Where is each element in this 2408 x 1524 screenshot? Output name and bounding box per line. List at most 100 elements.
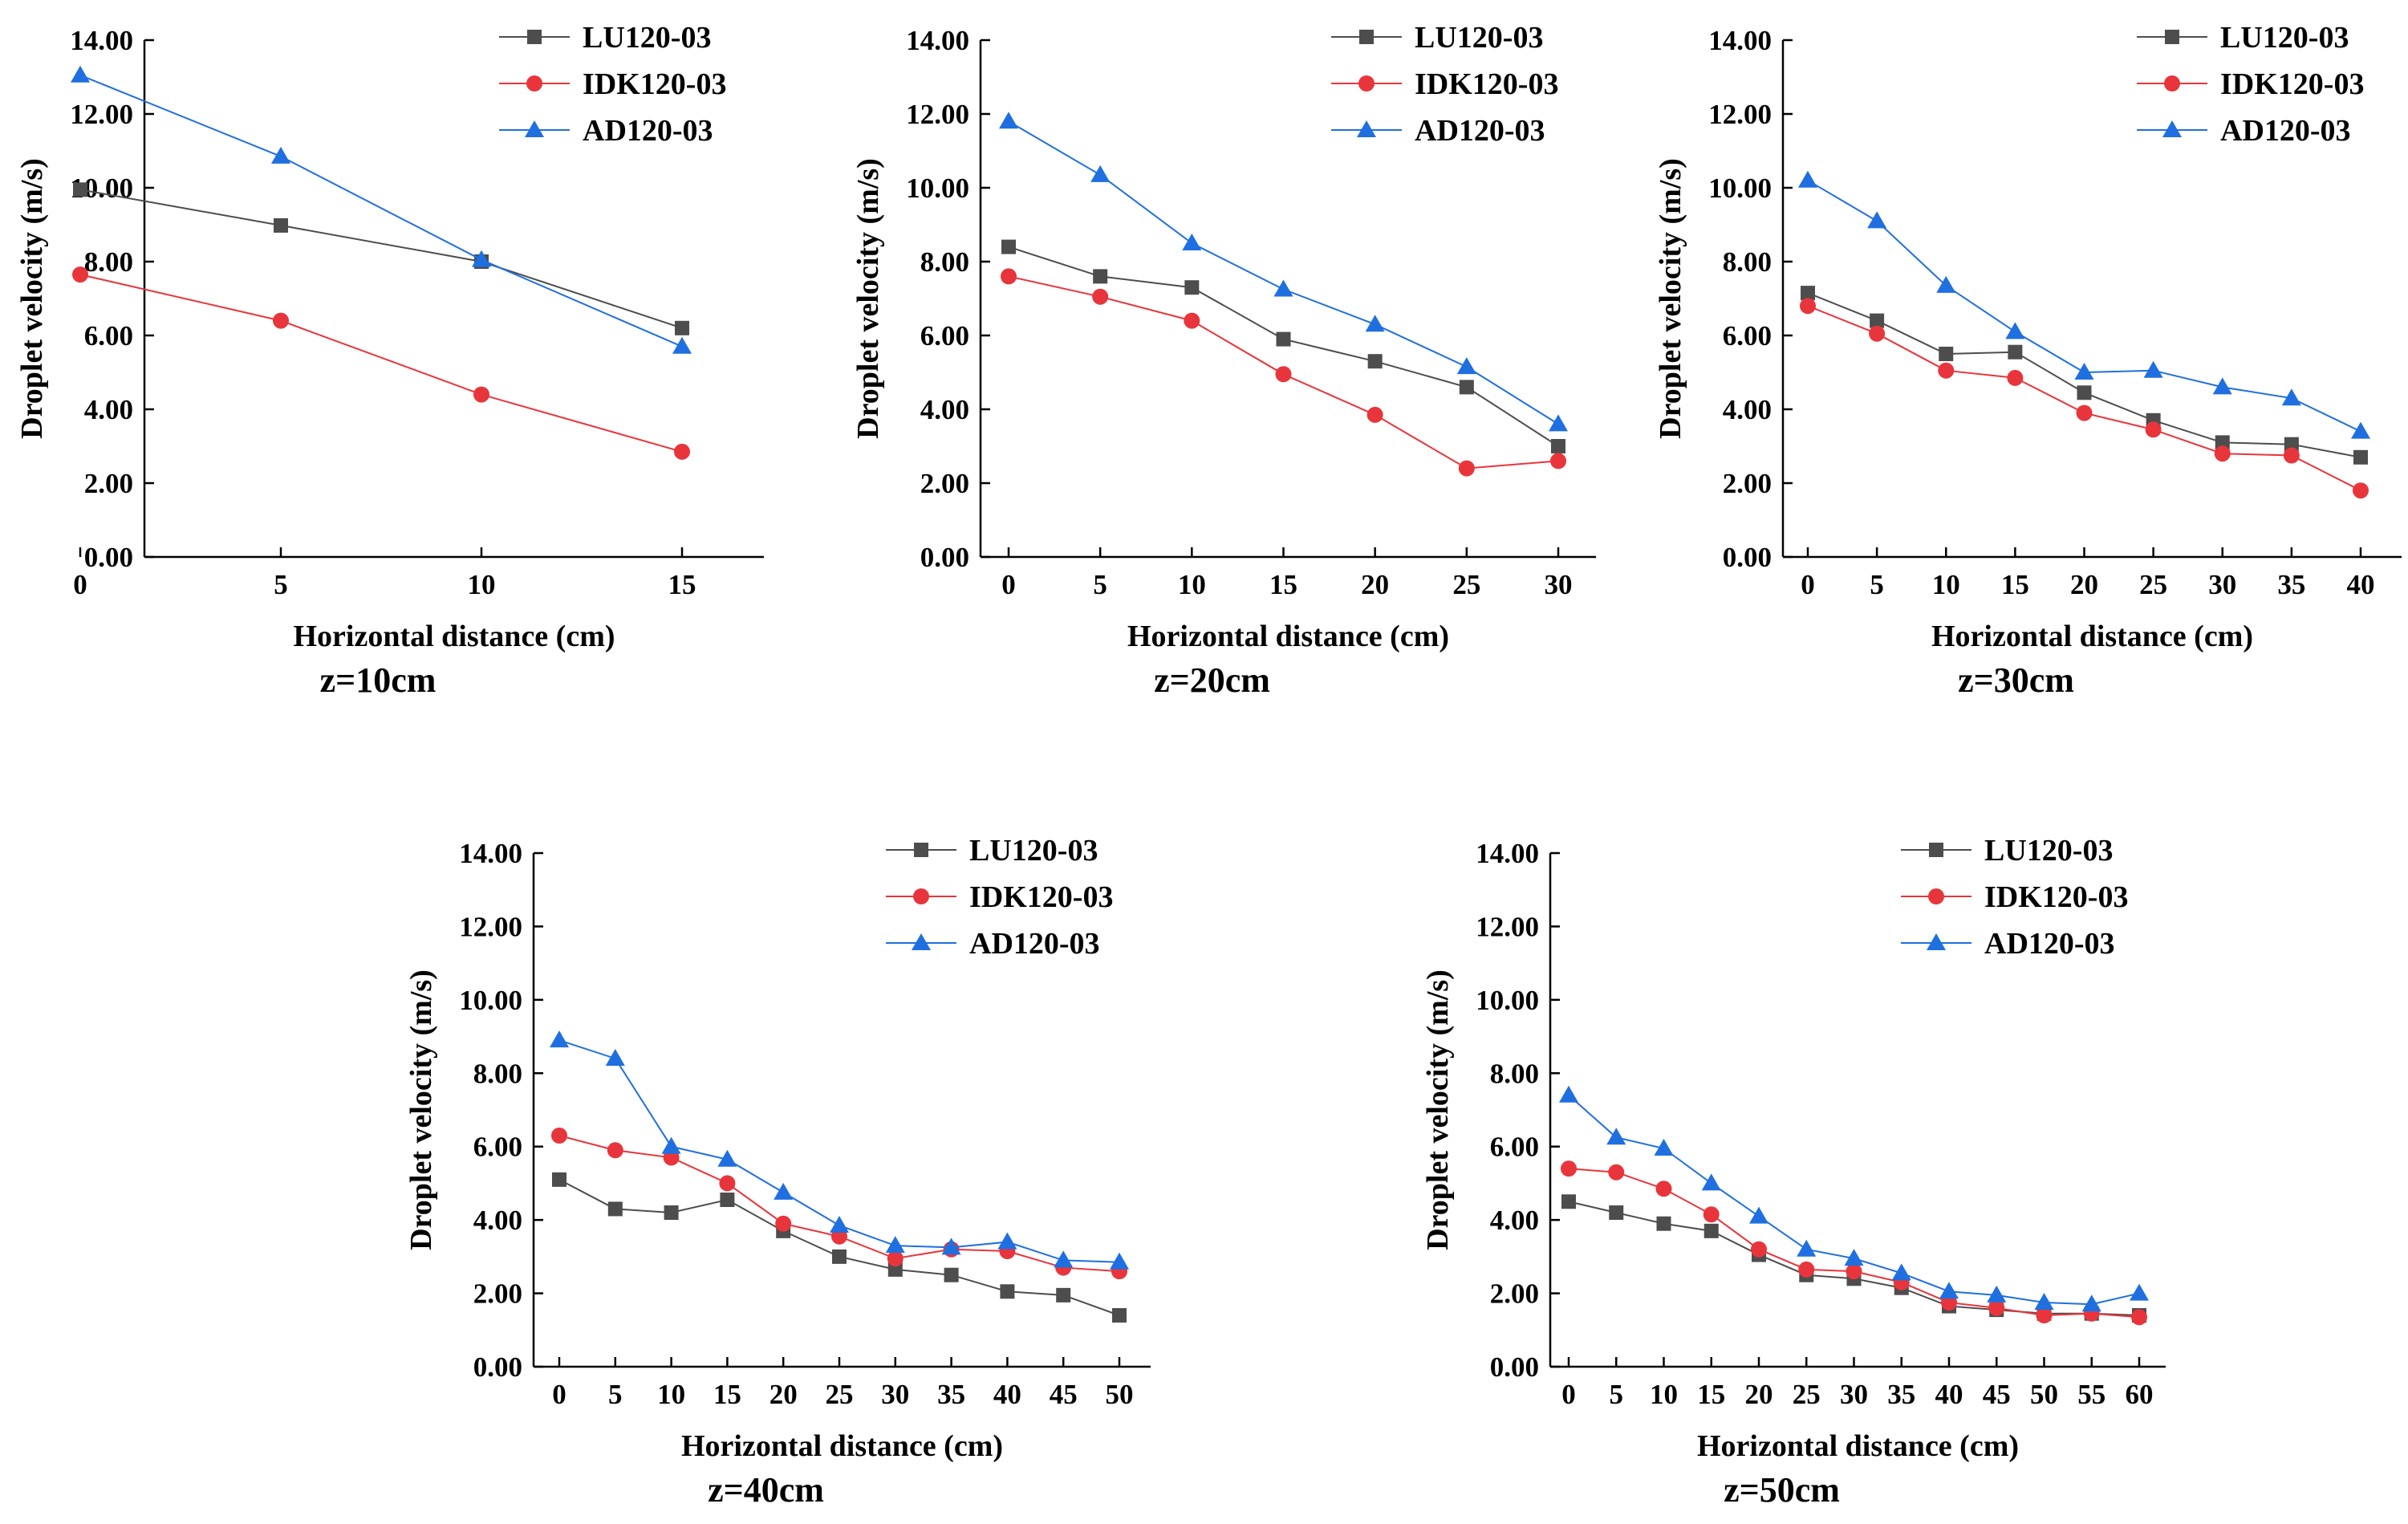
x-axis-title: Horizontal distance (cm) — [1127, 620, 1449, 653]
x-tick-label: 10 — [468, 569, 496, 600]
data-point-lu120-03 — [1703, 1223, 1719, 1238]
y-tick-label: 4.00 — [1723, 394, 1772, 425]
data-point-ad120-03 — [997, 1232, 1017, 1250]
data-point-idk120-03 — [1561, 1160, 1577, 1177]
y-axis-title: Droplet velocity (m/s) — [15, 158, 49, 439]
legend-label: IDK120-03 — [583, 67, 726, 101]
chart-title: z=50cm — [1724, 1470, 1840, 1510]
data-point-ad120-03 — [2281, 388, 2301, 406]
data-point-ad120-03 — [1182, 234, 1202, 250]
x-tick-label: 0 — [552, 1379, 566, 1410]
legend-entry: LU120-03 — [886, 834, 1098, 868]
x-tick-label: 15 — [1697, 1379, 1725, 1410]
data-point-ad120-03 — [1456, 357, 1476, 375]
x-tick-label: 25 — [1793, 1379, 1821, 1410]
data-point-lu120-03 — [1939, 347, 1954, 361]
data-point-lu120-03 — [2008, 344, 2023, 360]
data-point-idk120-03 — [1800, 298, 1816, 315]
x-tick-label: 15 — [1269, 569, 1297, 600]
data-point-ad120-03 — [830, 1216, 849, 1233]
legend-marker — [914, 843, 928, 857]
data-point-lu120-03 — [1112, 1308, 1127, 1323]
legend-entry: AD120-03 — [2137, 114, 2351, 148]
x-tick-label: 25 — [826, 1379, 854, 1410]
x-axis-title: Horizontal distance (cm) — [293, 620, 615, 653]
data-point-ad120-03 — [885, 1236, 905, 1254]
data-point-lu120-03 — [1093, 269, 1108, 284]
y-tick-label: 2.00 — [1490, 1278, 1539, 1310]
x-tick-label: 25 — [2139, 569, 2167, 600]
x-tick-label: 20 — [2070, 569, 2098, 600]
y-tick-label: 10.00 — [459, 985, 522, 1016]
x-tick-label: 5 — [274, 569, 288, 600]
legend-label: LU120-03 — [583, 21, 711, 55]
data-point-lu120-03 — [1459, 380, 1474, 395]
data-point-lu120-03 — [1056, 1287, 1071, 1303]
data-point-lu120-03 — [1001, 239, 1016, 254]
chart-title: z=30cm — [1958, 660, 2074, 700]
data-point-idk120-03 — [2145, 421, 2162, 438]
x-tick-label: 0 — [1801, 569, 1815, 600]
y-tick-label: 8.00 — [1723, 246, 1772, 278]
x-tick-label: 35 — [1887, 1379, 1915, 1410]
x-tick-label: 50 — [1106, 1379, 1134, 1410]
x-tick-label: 45 — [1983, 1379, 2011, 1410]
y-tick-label: 14.00 — [1476, 838, 1539, 869]
data-point-ad120-03 — [1273, 279, 1293, 297]
data-point-idk120-03 — [2283, 447, 2300, 464]
chart-title: z=20cm — [1154, 660, 1270, 700]
legend-label: IDK120-03 — [2220, 67, 2364, 101]
data-point-idk120-03 — [1092, 288, 1109, 305]
y-tick-label: 6.00 — [473, 1132, 522, 1163]
data-point-idk120-03 — [2076, 404, 2093, 421]
data-point-ad120-03 — [1606, 1128, 1626, 1145]
x-tick-label: 45 — [1050, 1379, 1078, 1410]
data-point-lu120-03 — [1801, 286, 1815, 301]
data-point-idk120-03 — [1869, 325, 1886, 342]
data-point-ad120-03 — [2212, 377, 2232, 395]
data-point-lu120-03 — [832, 1249, 847, 1264]
legend-marker — [912, 933, 931, 950]
data-point-ad120-03 — [1110, 1252, 1129, 1270]
data-point-idk120-03 — [1550, 453, 1566, 469]
data-point-lu120-03 — [675, 320, 689, 335]
legend-marker — [2164, 75, 2180, 91]
legend-entry: AD120-03 — [886, 927, 1100, 961]
data-point-lu120-03 — [1656, 1216, 1671, 1231]
y-tick-label: 14.00 — [906, 25, 969, 56]
data-point-ad120-03 — [1844, 1249, 1864, 1266]
chart-panel-1: 0.00 2.00 4.00 6.00 8.00 10.00 12.00 14.00 0 5 10 1… — [851, 21, 1596, 700]
data-point-idk120-03 — [273, 312, 289, 329]
data-point-lu120-03 — [1276, 331, 1291, 347]
legend-entry: AD120-03 — [1331, 114, 1545, 148]
data-point-ad120-03 — [1939, 1282, 1959, 1299]
legend-marker — [1927, 933, 1946, 950]
y-tick-label: 0.00 — [1490, 1351, 1539, 1383]
y-tick-label: 0.00 — [84, 542, 133, 573]
legend-entry: LU120-03 — [499, 21, 711, 55]
data-point-idk120-03 — [1703, 1206, 1720, 1223]
data-point-lu120-03 — [944, 1267, 959, 1282]
data-point-lu120-03 — [1367, 354, 1383, 369]
y-tick-label: 10.00 — [906, 173, 969, 204]
data-point-idk120-03 — [607, 1142, 623, 1159]
y-tick-label: 6.00 — [1723, 320, 1772, 352]
y-axis-title: Droplet velocity (m/s) — [1421, 969, 1455, 1250]
y-tick-label: 8.00 — [84, 246, 133, 278]
x-tick-label: 5 — [1610, 1379, 1624, 1410]
x-tick-label: 30 — [1840, 1379, 1868, 1410]
data-point-ad120-03 — [1654, 1139, 1674, 1156]
chart-panel-3: 0.00 2.00 4.00 6.00 8.00 10.00 12.00 14.00 0 5 10 1… — [404, 834, 1151, 1510]
data-point-idk120-03 — [2353, 482, 2369, 499]
legend-entry: IDK120-03 — [886, 880, 1113, 914]
data-point-lu120-03 — [1000, 1284, 1015, 1299]
x-tick-label: 30 — [2208, 569, 2236, 600]
data-point-ad120-03 — [1559, 1085, 1578, 1103]
legend-marker — [1358, 75, 1375, 91]
data-point-ad120-03 — [71, 65, 90, 83]
x-tick-label: 35 — [937, 1379, 965, 1410]
x-tick-label: 20 — [770, 1379, 798, 1410]
x-axis-title: Horizontal distance (cm) — [1697, 1429, 2019, 1463]
data-point-idk120-03 — [2007, 369, 2024, 386]
